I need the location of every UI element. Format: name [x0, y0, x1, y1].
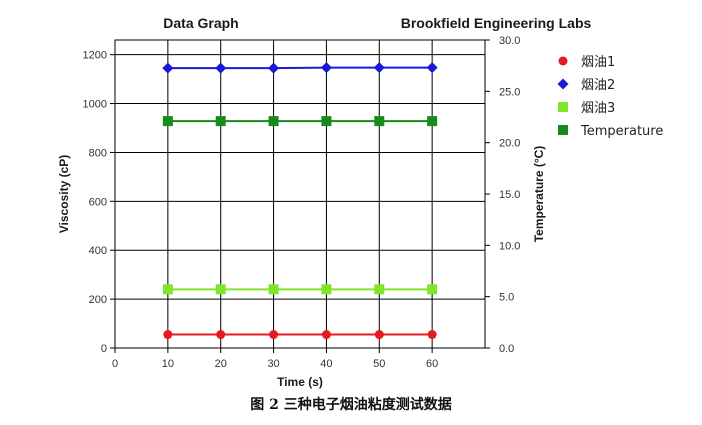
y-tick-label: 1000 — [83, 99, 107, 111]
y2-tick-label: 30.0 — [499, 35, 520, 47]
data-point — [268, 116, 279, 127]
chart-subtitle: Brookfield Engineering Labs — [401, 15, 592, 31]
data-point — [162, 116, 173, 127]
y-axis-right: 0.0 5.0 10.0 15.0 20.0 25.0 30.0 — [485, 35, 520, 355]
legend: 烟油1 烟油2 烟油3 Temperature — [557, 55, 663, 139]
y-tick-label: 1200 — [83, 50, 107, 62]
y2-axis-title: Temperature (°C) — [532, 146, 546, 243]
figure-caption: 图 2 三种电子烟油粘度测试数据 — [250, 397, 452, 413]
x-axis-title: Time (s) — [277, 375, 323, 389]
data-point — [162, 284, 173, 295]
legend-item: Temperature — [558, 124, 663, 139]
data-point — [216, 330, 226, 340]
legend-marker — [558, 102, 568, 112]
series-4 — [162, 116, 438, 127]
legend-item: 烟油1 — [558, 55, 615, 70]
data-point — [427, 284, 438, 295]
data-point — [321, 284, 332, 295]
x-tick-label: 30 — [267, 358, 279, 370]
data-point — [321, 330, 331, 340]
series-1 — [163, 330, 437, 340]
y-axis-left: 0 200 400 600 800 1000 1200 — [83, 50, 115, 355]
data-point — [374, 284, 385, 295]
plot-frame — [114, 39, 486, 349]
y-axis-title: Viscosity (cP) — [57, 155, 71, 233]
y2-tick-label: 15.0 — [499, 189, 520, 201]
data-point — [426, 62, 438, 74]
x-tick-label: 50 — [373, 358, 385, 370]
series-layer — [162, 62, 438, 340]
y2-tick-label: 20.0 — [499, 138, 520, 150]
y2-tick-label: 5.0 — [499, 292, 514, 304]
x-axis: 0 10 20 30 40 50 60 — [112, 348, 438, 370]
series-2 — [162, 62, 438, 74]
y-tick-label: 400 — [89, 245, 107, 257]
x-tick-label: 0 — [112, 358, 118, 370]
data-point — [373, 62, 385, 74]
legend-label: 烟油1 — [581, 55, 615, 70]
data-point — [374, 116, 385, 127]
y-tick-label: 800 — [89, 147, 107, 159]
legend-marker — [558, 125, 568, 135]
data-point — [320, 62, 332, 74]
y2-tick-label: 25.0 — [499, 86, 520, 98]
y-tick-label: 600 — [89, 196, 107, 208]
data-point — [215, 116, 226, 127]
data-point — [215, 284, 226, 295]
data-point — [321, 116, 332, 127]
x-tick-label: 60 — [426, 358, 438, 370]
grid-lines — [115, 40, 485, 348]
legend-label: 烟油3 — [581, 101, 615, 116]
data-point — [427, 116, 438, 127]
data-point — [162, 62, 174, 74]
y2-tick-label: 0.0 — [499, 343, 514, 355]
y-tick-label: 0 — [101, 343, 107, 355]
data-point — [268, 284, 279, 295]
y-tick-label: 200 — [89, 294, 107, 306]
legend-item: 烟油2 — [557, 78, 615, 93]
x-tick-label: 40 — [320, 358, 332, 370]
legend-item: 烟油3 — [558, 101, 615, 116]
chart: Data Graph Brookfield Engineering Labs 0… — [57, 15, 663, 389]
series-3 — [162, 284, 438, 295]
y2-tick-label: 10.0 — [499, 240, 520, 252]
data-point — [269, 330, 279, 340]
chart-title: Data Graph — [163, 15, 238, 31]
legend-label: 烟油2 — [581, 78, 615, 93]
data-point — [163, 330, 173, 340]
data-point — [427, 330, 437, 340]
data-point — [268, 62, 280, 74]
legend-marker — [558, 56, 568, 66]
legend-marker — [557, 78, 569, 90]
legend-label: Temperature — [580, 124, 663, 139]
x-tick-label: 20 — [215, 358, 227, 370]
data-point — [215, 62, 227, 74]
x-tick-label: 10 — [162, 358, 174, 370]
data-point — [374, 330, 384, 340]
